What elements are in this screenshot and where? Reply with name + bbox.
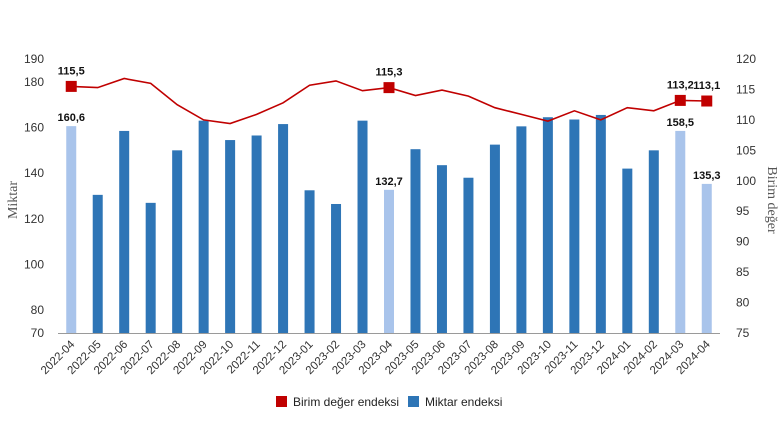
bar-miktar-2022-09: [198, 120, 209, 334]
bar-miktar-2023-09: [516, 126, 527, 333]
legend-swatch-birim-deger: [276, 396, 287, 407]
data-label-birim-deger-endeksi-2024-04: 113,1: [693, 80, 720, 92]
marker-birim-deger-2024-04: [701, 95, 713, 107]
bar-miktar-2023-05: [410, 149, 421, 333]
bar-miktar-2022-11: [251, 135, 262, 333]
y-axis-title-right: Birim değer: [764, 166, 779, 234]
bar-miktar-2022-10: [225, 140, 236, 333]
x-axis: 2022-042022-052022-062022-072022-082022-…: [39, 333, 720, 377]
y-tick-label-left: 140: [24, 166, 44, 180]
y-tick-label-right: 90: [736, 235, 750, 249]
bar-miktar-2023-07: [463, 177, 474, 333]
y-tick-label-right: 120: [736, 52, 756, 66]
bar-miktar-2023-04: [384, 189, 394, 333]
bar-miktar-2023-01: [304, 190, 315, 333]
y-tick-label-right: 80: [736, 296, 750, 310]
bar-miktar-2024-03: [675, 130, 686, 333]
y-tick-label-right: 115: [736, 82, 755, 96]
bar-miktar-2024-01: [622, 168, 633, 333]
bar-miktar-2023-11: [569, 119, 580, 333]
bar-miktar-2022-08: [172, 150, 183, 333]
bar-miktar-2022-05: [92, 194, 103, 333]
y-tick-label-right: 110: [736, 113, 755, 127]
y-tick-label-left: 70: [31, 326, 45, 340]
data-label-birim-deger-endeksi-2022-04: 115,5: [58, 65, 85, 77]
y-tick-label-left: 120: [24, 212, 44, 226]
line-layer: [65, 77, 713, 125]
data-label-miktar-endeksi-2024-04: 135,3: [693, 170, 721, 182]
y-tick-label-left: 190: [24, 52, 44, 66]
y-tick-label-left: 80: [31, 303, 45, 317]
data-label-miktar-endeksi-2023-04: 132,7: [375, 176, 403, 188]
marker-birim-deger-2022-04: [65, 80, 77, 92]
bar-miktar-2023-12: [595, 114, 606, 333]
legend-label-miktar: Miktar endeksi: [425, 395, 502, 409]
legend-swatch-miktar: [408, 396, 419, 407]
y-tick-label-right: 100: [736, 174, 756, 188]
bar-miktar-2024-02: [648, 150, 659, 333]
y-tick-label-right: 105: [736, 143, 756, 157]
y-axis-right: 75 80 85 90 95 100 105 110 115 120: [736, 52, 756, 340]
marker-birim-deger-2024-03: [674, 94, 686, 106]
bar-miktar-2022-06: [119, 130, 130, 333]
y-tick-label-left: 100: [24, 258, 44, 272]
bar-miktar-2023-08: [489, 144, 500, 333]
bar-miktar-2023-10: [542, 117, 553, 333]
y-axis-title-left: Miktar: [6, 181, 21, 219]
bar-miktar-2022-12: [278, 124, 289, 333]
y-tick-label-right: 95: [736, 204, 750, 218]
labels-layer: 115,5 115,3 113,2 113,1 160,6 132,7 158,5 135,3: [57, 65, 720, 187]
bar-miktar-2022-07: [145, 202, 156, 333]
y-tick-label-left: 160: [24, 121, 44, 135]
y-tick-label-right: 75: [736, 326, 750, 340]
y-axis-left: 70 80 100 120 140 160 180 190: [24, 52, 44, 340]
bar-miktar-2023-02: [331, 203, 342, 333]
bars-layer: [66, 114, 712, 334]
legend: Birim değer endeksi Miktar endeksi: [276, 395, 502, 409]
bar-miktar-2024-04: [701, 183, 712, 333]
y-tick-label-right: 85: [736, 265, 750, 279]
data-label-miktar-endeksi-2024-03: 158,5: [667, 117, 695, 129]
data-label-miktar-endeksi-2022-04: 160,6: [57, 112, 85, 124]
legend-label-birim-deger: Birim değer endeksi: [293, 395, 399, 409]
data-label-birim-deger-endeksi-2023-04: 115,3: [376, 67, 403, 79]
bar-miktar-2023-03: [357, 120, 368, 334]
bar-miktar-2023-06: [436, 165, 447, 333]
data-label-birim-deger-endeksi-2024-03: 113,2: [667, 79, 694, 91]
bar-miktar-2022-04: [66, 126, 77, 333]
y-tick-label-left: 180: [24, 75, 44, 89]
marker-birim-deger-2023-04: [383, 82, 395, 94]
